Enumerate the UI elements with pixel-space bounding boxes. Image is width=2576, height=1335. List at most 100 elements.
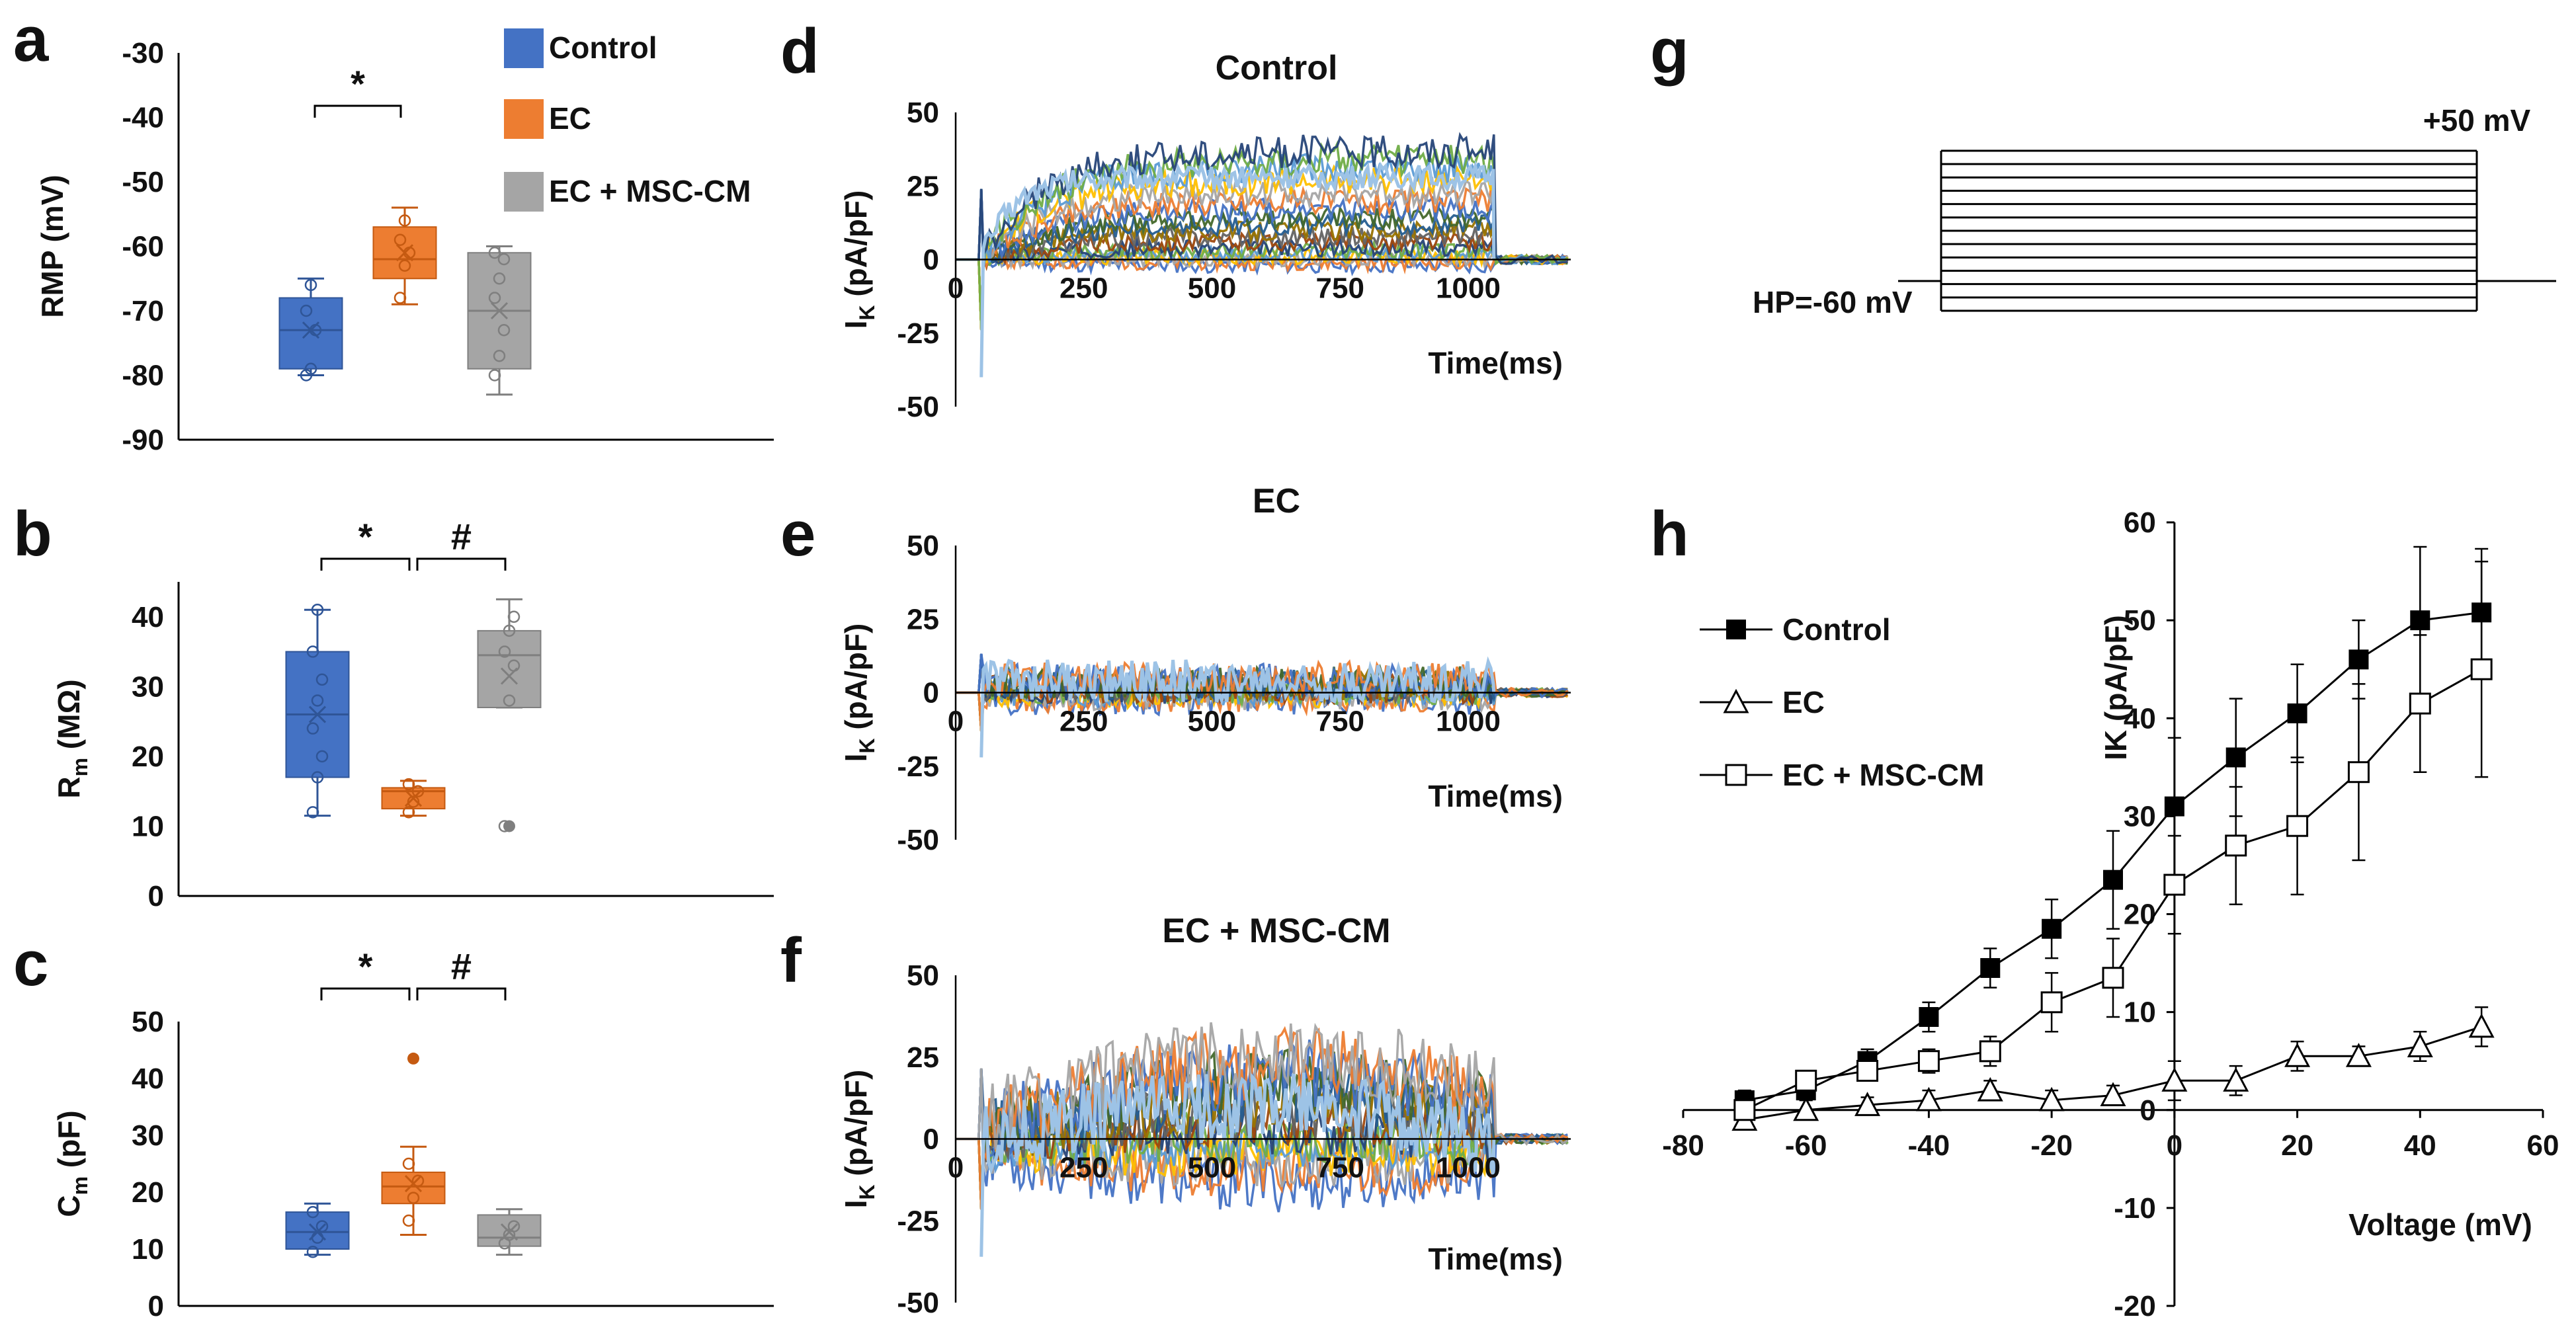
voltage-protocol-g: +50 mV HP=-60 mV <box>1753 103 2556 319</box>
y-axis-label-f-main: I <box>839 1200 873 1209</box>
legend-label-h: Control <box>1782 612 1891 647</box>
data-point-1 <box>1915 1086 1942 1112</box>
mean-marker-a-2 <box>490 302 509 320</box>
data-point-b-0 <box>306 722 319 735</box>
x-tick-label-h: 20 <box>2281 1129 2313 1162</box>
y-tick-label-d: 25 <box>907 170 939 202</box>
data-point-2 <box>2347 761 2370 784</box>
y-tick-label-a: -70 <box>122 295 164 327</box>
x-tick-label-f: 250 <box>1059 1152 1108 1184</box>
y-axis-label-e: IK (pA/pF) <box>839 624 879 762</box>
y-axis-label-rest-c: (pF) <box>52 1110 86 1176</box>
x-tick-label-f: 0 <box>948 1152 964 1184</box>
x-tick-label-d: 500 <box>1188 272 1236 305</box>
data-point-2 <box>1856 1060 1879 1082</box>
data-point-1 <box>1793 1096 1819 1121</box>
panel-letter-a: a <box>13 4 49 75</box>
current-trace-d <box>956 140 1569 331</box>
mean-marker-c-1 <box>404 1175 423 1193</box>
y-tick-label-c: 20 <box>132 1176 164 1209</box>
data-point-b-0 <box>315 673 329 686</box>
outlier-point-c-1 <box>407 1052 419 1065</box>
y-tick-label-h: -20 <box>2114 1290 2156 1322</box>
x-axis-label-f: Time(ms) <box>1428 1242 1563 1276</box>
data-point-a-1 <box>398 259 411 272</box>
data-point-c-0 <box>315 1220 329 1233</box>
data-point-2 <box>2102 967 2124 989</box>
y-tick-label-e: 0 <box>923 677 939 709</box>
x-tick-label-h: 60 <box>2527 1129 2559 1162</box>
y-axis-label-f-rest: (pA/pF) <box>839 1070 873 1185</box>
data-point-a-2 <box>488 292 501 304</box>
data-point-a-1 <box>394 233 407 246</box>
data-point-a-0 <box>304 278 317 292</box>
panel-letter-b: b <box>13 499 52 569</box>
legend-marker-h <box>1725 764 1747 786</box>
y-axis-label-main-b: R <box>52 776 86 798</box>
y-tick-label-b: 40 <box>132 601 164 633</box>
x-tick-label-d: 250 <box>1059 272 1108 305</box>
y-tick-label-a: -60 <box>122 231 164 263</box>
mean-marker-c-0 <box>308 1223 327 1241</box>
x-axis-label-h: Voltage (mV) <box>2348 1207 2532 1242</box>
data-point-a-1 <box>394 292 407 304</box>
current-trace-d <box>956 185 1569 331</box>
y-axis-label-d-main: I <box>839 321 873 329</box>
y-tick-label-h: 30 <box>2124 800 2156 832</box>
y-tick-label-f: -25 <box>897 1205 939 1237</box>
data-point-a-0 <box>304 362 317 375</box>
y-axis-label-d: IK (pA/pF) <box>839 190 879 329</box>
data-point-b-1 <box>402 778 415 791</box>
y-tick-label-e: -25 <box>897 750 939 783</box>
data-point-2 <box>2040 991 2063 1014</box>
iv-plot-h: 60 50 40 30 20 10 0 -10 -20 -80 -60 -40 -20 0 20 40 60 Vo… <box>1662 506 2559 1322</box>
data-point-c-0 <box>306 1246 319 1258</box>
y-tick-label-h: 0 <box>2140 1094 2155 1127</box>
x-tick-label-h: -40 <box>1908 1129 1950 1162</box>
y-tick-label-a: -30 <box>122 37 164 69</box>
data-point-b-0 <box>306 806 319 819</box>
current-trace-envelope-f <box>979 1072 1496 1257</box>
x-tick-label-d: 750 <box>1316 272 1364 305</box>
data-point-2 <box>2470 658 2493 680</box>
data-point-1 <box>2468 1013 2495 1038</box>
y-tick-label-a: -80 <box>122 360 164 392</box>
y-tick-label-h: 40 <box>2124 702 2156 735</box>
y-tick-label-a: -90 <box>122 424 164 456</box>
data-point-1 <box>1977 1076 2003 1102</box>
protocol-label-top: +50 mV <box>2423 103 2531 138</box>
y-tick-label-d: -25 <box>897 317 939 350</box>
panel-letter-g: g <box>1650 16 1689 87</box>
data-point-c-1 <box>411 1174 425 1188</box>
chart-title-d: Control <box>1216 49 1338 87</box>
panel-letter-e: e <box>780 499 815 569</box>
legend-label-ec: EC <box>549 101 591 136</box>
significance-bracket-b-1 <box>416 557 507 571</box>
data-point-1 <box>2100 1082 2126 1107</box>
data-point-1 <box>2407 1033 2433 1057</box>
data-point-1 <box>2345 1043 2372 1067</box>
current-trace-d <box>956 188 1568 266</box>
data-point-b-2 <box>503 624 516 637</box>
y-tick-label-a: -50 <box>122 166 164 198</box>
data-point-c-2 <box>507 1220 520 1233</box>
x-tick-label-e: 0 <box>948 706 964 738</box>
mean-marker-b-1 <box>404 789 423 807</box>
y-tick-label-f: 50 <box>907 959 939 992</box>
y-axis-label-d-sub: K <box>855 305 879 320</box>
y-axis-label-f: IK (pA/pF) <box>839 1070 879 1209</box>
y-tick-label-b: 0 <box>148 880 164 912</box>
current-trace-f <box>956 1022 1569 1151</box>
y-axis-label-rest-b: (MΩ) <box>52 679 86 758</box>
x-tick-label-e: 750 <box>1316 706 1364 738</box>
y-axis-label-b: Rm (MΩ) <box>52 679 92 798</box>
y-tick-label-d: -50 <box>897 391 939 423</box>
data-point-0 <box>2164 796 2184 817</box>
significance-label-c-0: * <box>358 946 373 987</box>
data-point-1 <box>2038 1086 2065 1112</box>
x-tick-label-d: 0 <box>948 272 964 305</box>
box-plot-b: 0 10 20 30 40 Rm (MΩ) * # <box>52 516 774 912</box>
data-point-a-1 <box>398 214 411 227</box>
